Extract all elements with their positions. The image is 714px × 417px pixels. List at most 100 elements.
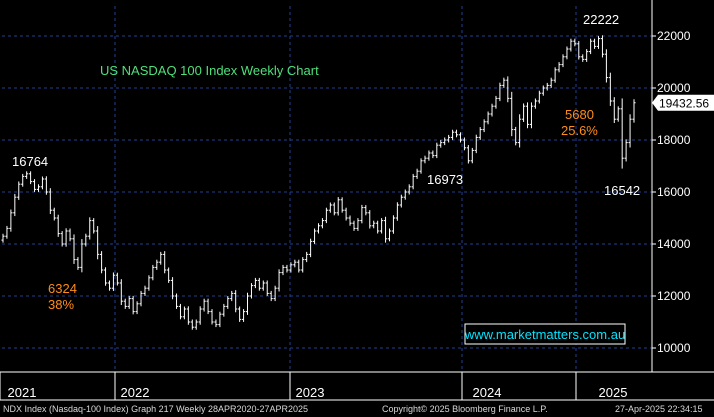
price-bar [364, 205, 368, 216]
price-bar [372, 220, 376, 229]
price-bar [123, 298, 127, 309]
price-bar [632, 99, 636, 123]
price-bar [241, 309, 246, 322]
price-bar [360, 204, 364, 224]
axes: 10000 12000 14000 16000 18000 20000 22000 2021 2… [0, 0, 714, 401]
price-bar [332, 202, 336, 216]
price-bar [525, 102, 530, 129]
price-bar [56, 214, 60, 237]
last-price-tag [652, 94, 714, 111]
price-bar [316, 223, 321, 234]
last-price-label: 19432.56 [659, 96, 709, 110]
price-bar [380, 218, 384, 234]
price-bar [309, 238, 313, 258]
price-bar [320, 218, 325, 229]
price-bar [419, 158, 423, 174]
price-bar [589, 38, 593, 55]
price-bar [17, 181, 21, 200]
price-bar [494, 95, 498, 109]
price-bar [328, 202, 332, 213]
price-bar [88, 217, 92, 240]
price-bar [312, 228, 317, 244]
y-tick-label: 22000 [657, 29, 691, 43]
price-bar [344, 207, 348, 221]
price-bar [238, 306, 242, 322]
price-bar [553, 67, 557, 83]
price-bar [324, 207, 328, 224]
price-bar [155, 259, 159, 270]
price-bar [297, 259, 301, 273]
price-bar [285, 264, 289, 273]
price-bar [127, 296, 131, 309]
price-bar [604, 49, 608, 83]
price-bar [395, 202, 399, 221]
y-tick-label: 18000 [657, 133, 691, 147]
price-bar [612, 97, 616, 124]
price-bar [202, 298, 206, 312]
price-bar [592, 38, 597, 49]
price-bar [1, 233, 5, 243]
price-bar [549, 77, 553, 88]
price-bar [107, 280, 112, 291]
price-bar [84, 233, 88, 247]
price-bar [565, 46, 569, 60]
price-bar [281, 264, 285, 276]
price-bar [135, 301, 139, 315]
price-bar [427, 150, 431, 161]
footer-timestamp: 27-Apr-2025 22:34:15 [615, 404, 703, 414]
price-bar [305, 251, 309, 263]
price-bar [234, 290, 238, 313]
price-bar [99, 251, 104, 274]
price-bar [96, 226, 100, 260]
x-tick-label: 2022 [121, 385, 150, 400]
price-bar [435, 142, 439, 159]
price-bar [533, 98, 538, 109]
price-bar [218, 311, 222, 328]
price-bar [245, 292, 250, 315]
price-bar [226, 296, 230, 309]
price-bar [486, 111, 490, 125]
price-bar [474, 134, 478, 154]
price-bar [458, 132, 463, 143]
price-bar [356, 218, 360, 231]
x-tick-label: 2025 [599, 385, 628, 400]
price-bar [557, 62, 561, 73]
price-bar [403, 189, 407, 200]
price-bar [383, 216, 388, 243]
price-bar [521, 103, 526, 122]
price-bar [163, 251, 167, 274]
price-bar [178, 303, 183, 320]
watermark-text: www.marketmatters.com.au [464, 327, 625, 342]
price-bar [265, 280, 269, 296]
price-bar [249, 283, 254, 299]
grid-lines [2, 6, 652, 372]
annotation-label: 16764 [12, 154, 48, 169]
price-bar [502, 77, 506, 88]
price-bar [72, 234, 76, 264]
price-bar [293, 259, 297, 268]
annotation-label: 16973 [427, 172, 463, 187]
price-bar [119, 279, 123, 306]
annotation-label: 16542 [604, 183, 640, 198]
price-bar [624, 139, 628, 162]
price-bar [443, 137, 447, 146]
price-bar [498, 82, 502, 102]
footer-copyright: Copyright© 2025 Bloomberg Finance L.P. [382, 404, 548, 414]
price-bar [64, 228, 68, 247]
price-bar [277, 269, 281, 292]
price-bar [139, 290, 143, 307]
annotation-label: 38% [48, 297, 74, 312]
price-bar [537, 90, 541, 104]
price-bar [230, 290, 234, 302]
price-bar [376, 220, 380, 234]
price-bar [25, 171, 29, 179]
price-bar [60, 231, 64, 247]
price-bar [447, 134, 451, 143]
price-bar [111, 272, 116, 291]
price-bar [68, 228, 72, 242]
price-bar [454, 129, 459, 138]
annotation-label: 25.6% [561, 123, 598, 138]
price-bar [387, 228, 392, 242]
price-bar [545, 82, 549, 91]
price-bar [439, 140, 443, 148]
